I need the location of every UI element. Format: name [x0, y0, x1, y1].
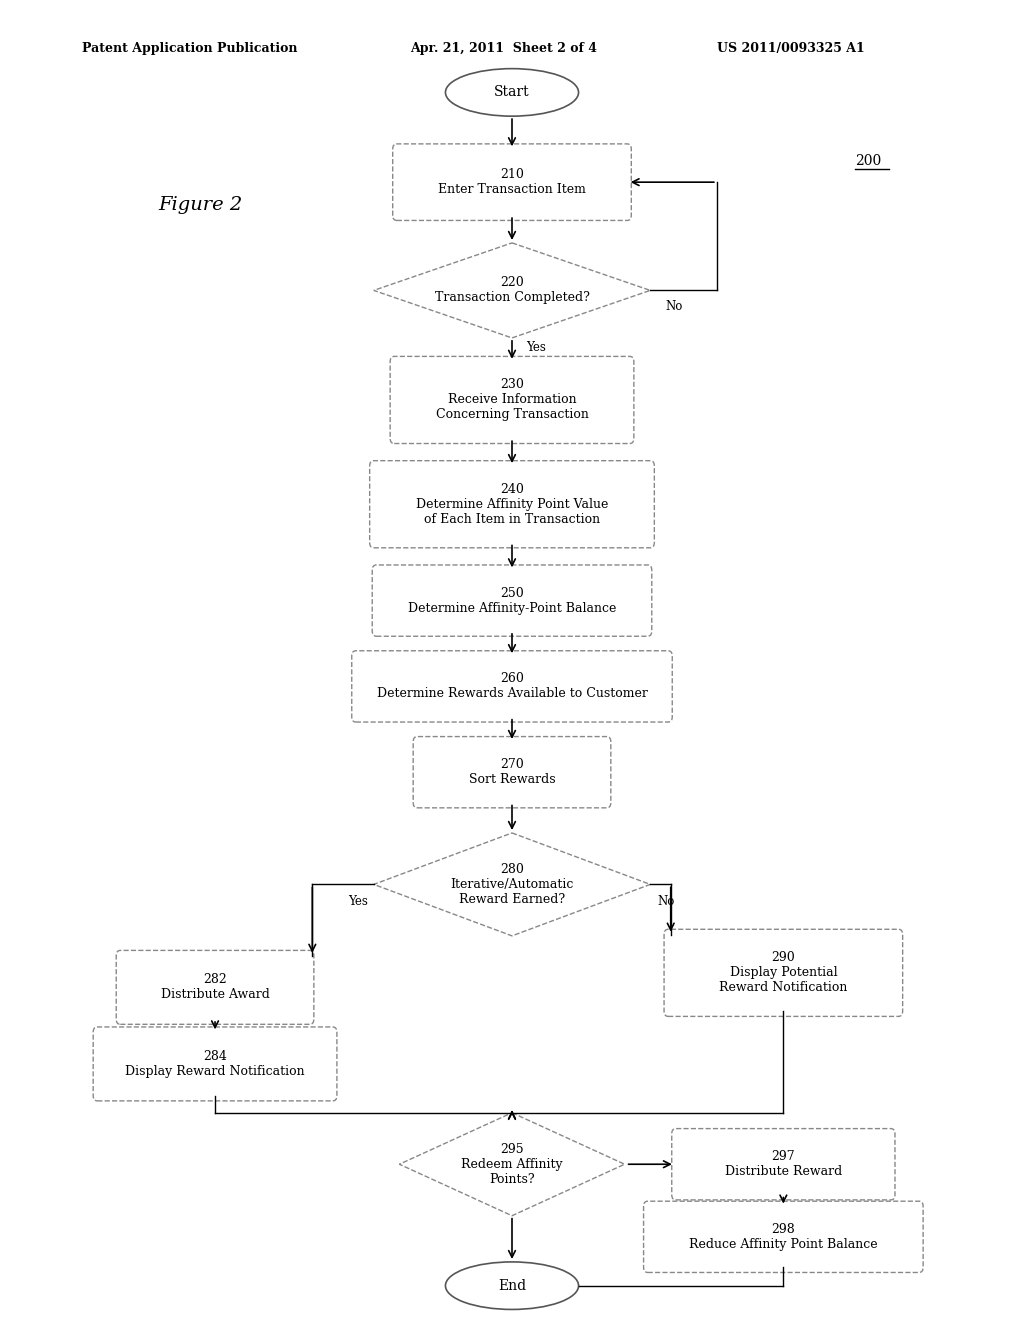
Text: 200: 200 [855, 154, 882, 168]
FancyBboxPatch shape [93, 1027, 337, 1101]
FancyBboxPatch shape [393, 144, 631, 220]
Text: 220
Transaction Completed?: 220 Transaction Completed? [434, 276, 590, 305]
Text: 280
Iterative/Automatic
Reward Earned?: 280 Iterative/Automatic Reward Earned? [451, 863, 573, 906]
Text: US 2011/0093325 A1: US 2011/0093325 A1 [717, 42, 864, 55]
Text: 250
Determine Affinity-Point Balance: 250 Determine Affinity-Point Balance [408, 586, 616, 615]
FancyBboxPatch shape [373, 565, 652, 636]
Text: 240
Determine Affinity Point Value
of Each Item in Transaction: 240 Determine Affinity Point Value of Ea… [416, 483, 608, 525]
Ellipse shape [445, 69, 579, 116]
Text: 282
Distribute Award: 282 Distribute Award [161, 973, 269, 1002]
Text: 284
Display Reward Notification: 284 Display Reward Notification [125, 1049, 305, 1078]
Text: 297
Distribute Reward: 297 Distribute Reward [725, 1150, 842, 1179]
Polygon shape [399, 1113, 625, 1216]
Text: 230
Receive Information
Concerning Transaction: 230 Receive Information Concerning Trans… [435, 379, 589, 421]
Text: Yes: Yes [348, 895, 368, 908]
Text: 290
Display Potential
Reward Notification: 290 Display Potential Reward Notificatio… [719, 952, 848, 994]
Text: 260
Determine Rewards Available to Customer: 260 Determine Rewards Available to Custo… [377, 672, 647, 701]
Text: 210
Enter Transaction Item: 210 Enter Transaction Item [438, 168, 586, 197]
FancyBboxPatch shape [644, 1201, 924, 1272]
Text: Apr. 21, 2011  Sheet 2 of 4: Apr. 21, 2011 Sheet 2 of 4 [410, 42, 597, 55]
FancyBboxPatch shape [672, 1129, 895, 1200]
Ellipse shape [445, 1262, 579, 1309]
FancyBboxPatch shape [664, 929, 903, 1016]
FancyBboxPatch shape [390, 356, 634, 444]
Text: Figure 2: Figure 2 [159, 195, 243, 214]
Text: Start: Start [495, 86, 529, 99]
Text: 295
Redeem Affinity
Points?: 295 Redeem Affinity Points? [461, 1143, 563, 1185]
FancyBboxPatch shape [116, 950, 313, 1024]
Text: Yes: Yes [526, 341, 546, 354]
Polygon shape [374, 833, 650, 936]
Text: No: No [657, 895, 675, 908]
Polygon shape [374, 243, 650, 338]
Text: 270
Sort Rewards: 270 Sort Rewards [469, 758, 555, 787]
FancyBboxPatch shape [370, 461, 654, 548]
FancyBboxPatch shape [352, 651, 673, 722]
Text: No: No [666, 300, 683, 313]
Text: Patent Application Publication: Patent Application Publication [82, 42, 297, 55]
FancyBboxPatch shape [413, 737, 610, 808]
Text: End: End [498, 1279, 526, 1292]
Text: 298
Reduce Affinity Point Balance: 298 Reduce Affinity Point Balance [689, 1222, 878, 1251]
